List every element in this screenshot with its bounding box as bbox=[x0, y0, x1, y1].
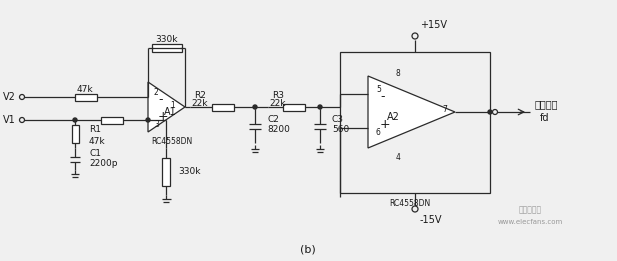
Bar bbox=[212, 104, 233, 110]
Bar bbox=[162, 157, 170, 186]
Text: 22k: 22k bbox=[192, 98, 209, 108]
Text: 22k: 22k bbox=[270, 98, 286, 108]
Text: V2: V2 bbox=[3, 92, 16, 102]
Bar bbox=[101, 116, 123, 123]
Text: V1: V1 bbox=[3, 115, 16, 125]
Text: 5: 5 bbox=[376, 85, 381, 94]
Text: A1: A1 bbox=[164, 107, 176, 117]
Text: 8: 8 bbox=[395, 69, 400, 79]
Text: 8200: 8200 bbox=[267, 124, 290, 133]
Circle shape bbox=[253, 105, 257, 109]
Text: RC4558DN: RC4558DN bbox=[389, 199, 431, 207]
Text: R2: R2 bbox=[194, 91, 206, 99]
Text: +15V: +15V bbox=[420, 20, 447, 30]
Text: 3: 3 bbox=[154, 120, 159, 129]
Circle shape bbox=[73, 118, 77, 122]
Text: A2: A2 bbox=[387, 112, 399, 122]
Circle shape bbox=[488, 110, 492, 114]
Text: 2: 2 bbox=[154, 88, 159, 97]
Text: R1: R1 bbox=[89, 124, 101, 133]
Text: C1: C1 bbox=[89, 149, 101, 157]
Text: 4: 4 bbox=[395, 152, 400, 162]
Polygon shape bbox=[148, 82, 185, 132]
Bar bbox=[340, 52, 490, 193]
Text: 解调输出: 解调输出 bbox=[535, 99, 558, 109]
Text: +: + bbox=[380, 118, 391, 132]
Text: C2: C2 bbox=[267, 115, 279, 123]
Text: www.elecfans.com: www.elecfans.com bbox=[497, 219, 563, 225]
Circle shape bbox=[318, 105, 322, 109]
Text: RC4558DN: RC4558DN bbox=[151, 137, 192, 145]
Text: 330k: 330k bbox=[155, 34, 178, 44]
Text: 6: 6 bbox=[376, 128, 381, 137]
Bar bbox=[72, 125, 78, 143]
Text: 560: 560 bbox=[332, 124, 349, 133]
Circle shape bbox=[146, 118, 150, 122]
Text: 电子发烧嘴: 电子发烧嘴 bbox=[518, 205, 542, 215]
Text: 1: 1 bbox=[171, 100, 175, 110]
Text: +: + bbox=[158, 110, 168, 123]
Text: -15V: -15V bbox=[420, 215, 442, 225]
Text: 47k: 47k bbox=[77, 85, 93, 93]
Text: R3: R3 bbox=[272, 91, 284, 99]
Bar bbox=[75, 93, 97, 100]
Text: (b): (b) bbox=[300, 245, 316, 255]
Text: 47k: 47k bbox=[89, 137, 106, 145]
Text: C3: C3 bbox=[332, 115, 344, 123]
Text: -: - bbox=[380, 91, 384, 104]
Text: 330k: 330k bbox=[178, 167, 201, 176]
Text: 7: 7 bbox=[442, 105, 447, 115]
Bar bbox=[283, 104, 305, 110]
Text: fd: fd bbox=[540, 113, 550, 123]
Text: -: - bbox=[158, 93, 162, 106]
Text: 2200p: 2200p bbox=[89, 159, 117, 169]
Polygon shape bbox=[368, 76, 455, 148]
Bar bbox=[152, 44, 181, 52]
